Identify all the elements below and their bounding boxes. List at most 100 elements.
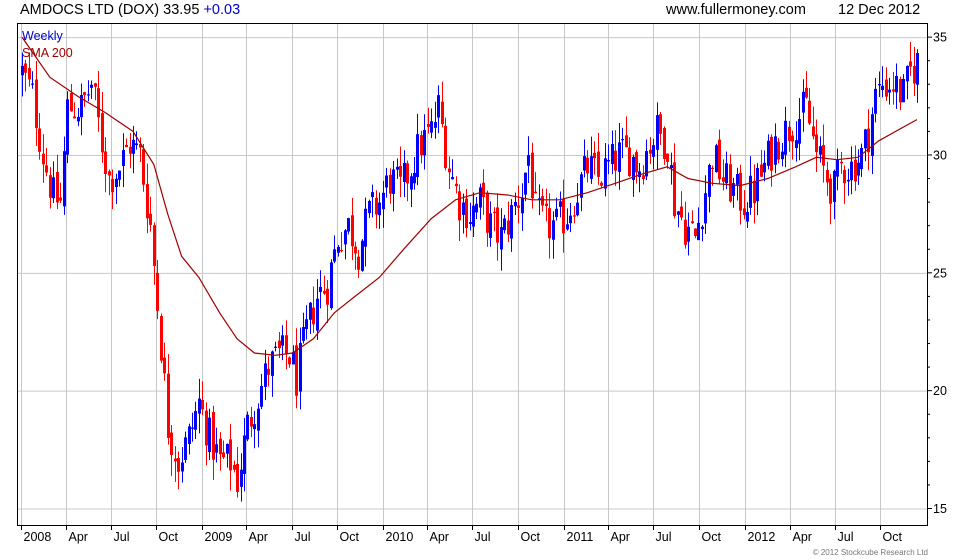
price-bar bbox=[326, 279, 329, 323]
price-bar bbox=[576, 183, 579, 217]
price-bar bbox=[781, 142, 784, 167]
price-bar bbox=[104, 137, 107, 193]
price-bar bbox=[739, 164, 742, 225]
price-bar bbox=[260, 373, 263, 410]
price-bar bbox=[174, 446, 177, 482]
price-bar bbox=[469, 202, 472, 231]
price-bar bbox=[573, 206, 576, 224]
price-bar bbox=[746, 202, 749, 228]
price-bar bbox=[160, 313, 163, 364]
price-bar bbox=[229, 423, 232, 491]
price-bar bbox=[867, 109, 870, 171]
x-tick-label: 2009 bbox=[205, 530, 233, 544]
price-bar bbox=[323, 275, 326, 295]
price-bar bbox=[396, 158, 399, 179]
price-change: +0.03 bbox=[203, 2, 241, 18]
price-bar bbox=[24, 59, 27, 92]
price-bar bbox=[607, 144, 610, 175]
price-bar bbox=[201, 381, 204, 416]
price-bar bbox=[729, 154, 732, 203]
chart-date: 12 Dec 2012 bbox=[838, 2, 921, 18]
price-bar bbox=[878, 71, 881, 98]
price-bar bbox=[371, 184, 374, 218]
price-bar bbox=[347, 217, 350, 235]
price-bar bbox=[430, 108, 433, 139]
x-tick-label: Apr bbox=[793, 530, 812, 544]
sma-200-line bbox=[21, 36, 918, 356]
x-tick-label: Jul bbox=[295, 530, 311, 544]
price-bar bbox=[451, 159, 454, 180]
price-bar bbox=[292, 345, 295, 365]
price-bar bbox=[784, 106, 787, 168]
price-bar bbox=[354, 241, 357, 270]
price-bar bbox=[45, 147, 48, 177]
price-bar bbox=[677, 210, 680, 228]
price-bar bbox=[139, 137, 142, 163]
price-bar bbox=[413, 157, 416, 190]
x-tick-label: Apr bbox=[249, 530, 268, 544]
price-bar bbox=[357, 250, 360, 278]
price-bar bbox=[701, 224, 704, 242]
x-tick-label: Apr bbox=[69, 530, 88, 544]
y-tick-label: 35 bbox=[933, 31, 947, 45]
price-bar bbox=[850, 146, 853, 195]
price-bar bbox=[829, 174, 832, 225]
price-bar bbox=[881, 66, 884, 98]
price-bar bbox=[149, 196, 152, 232]
price-bar bbox=[115, 173, 118, 205]
x-tick-label: 2012 bbox=[748, 530, 776, 544]
y-tick-label: 20 bbox=[933, 384, 947, 398]
price-bar bbox=[711, 165, 714, 186]
x-tick-label: Oct bbox=[340, 530, 360, 544]
price-bar bbox=[621, 127, 624, 159]
price-bar bbox=[271, 350, 274, 397]
price-bar bbox=[684, 201, 687, 249]
price-bar bbox=[368, 199, 371, 218]
price-bar bbox=[219, 432, 222, 471]
price-bar bbox=[177, 451, 180, 490]
price-bar bbox=[493, 207, 496, 232]
price-bar bbox=[63, 136, 66, 215]
price-bar bbox=[753, 164, 756, 224]
price-bar bbox=[472, 192, 475, 238]
price-bar bbox=[496, 193, 499, 261]
price-bar bbox=[486, 190, 489, 247]
price-bar bbox=[31, 71, 34, 89]
price-bar bbox=[736, 167, 739, 201]
price-bar bbox=[812, 106, 815, 140]
price-bar bbox=[788, 120, 791, 152]
price-bar bbox=[552, 211, 555, 259]
price-bar bbox=[208, 408, 211, 461]
price-bar bbox=[399, 146, 402, 198]
price-bar bbox=[517, 185, 520, 224]
x-tick-label: Oct bbox=[883, 530, 903, 544]
legend-weekly: Weekly bbox=[22, 29, 64, 43]
price-bar bbox=[344, 229, 347, 260]
price-bar bbox=[489, 201, 492, 247]
price-bar bbox=[899, 76, 902, 111]
price-bar bbox=[562, 179, 565, 253]
price-bar bbox=[895, 63, 898, 109]
price-bar bbox=[666, 153, 669, 169]
website-link[interactable]: www.fullermoney.com bbox=[666, 2, 806, 18]
price-bar bbox=[860, 143, 863, 177]
price-bar bbox=[35, 61, 38, 146]
price-bar bbox=[656, 102, 659, 170]
price-bar bbox=[222, 440, 225, 460]
price-bar bbox=[118, 170, 121, 187]
price-bar bbox=[278, 331, 281, 359]
price-bar bbox=[191, 412, 194, 442]
price-bar bbox=[70, 83, 73, 112]
price-bar bbox=[240, 453, 243, 502]
price-bar bbox=[295, 328, 298, 409]
price-bar bbox=[791, 130, 794, 160]
price-bar bbox=[743, 190, 746, 220]
price-bar bbox=[52, 161, 55, 203]
y-axis: 15 20 25 30 35 bbox=[927, 31, 947, 516]
price-bar bbox=[756, 163, 759, 216]
price-bar bbox=[135, 131, 138, 150]
price-bar bbox=[274, 341, 277, 352]
price-bar bbox=[21, 52, 24, 97]
x-tick-label: 2011 bbox=[567, 530, 594, 544]
price-bar bbox=[614, 130, 617, 186]
